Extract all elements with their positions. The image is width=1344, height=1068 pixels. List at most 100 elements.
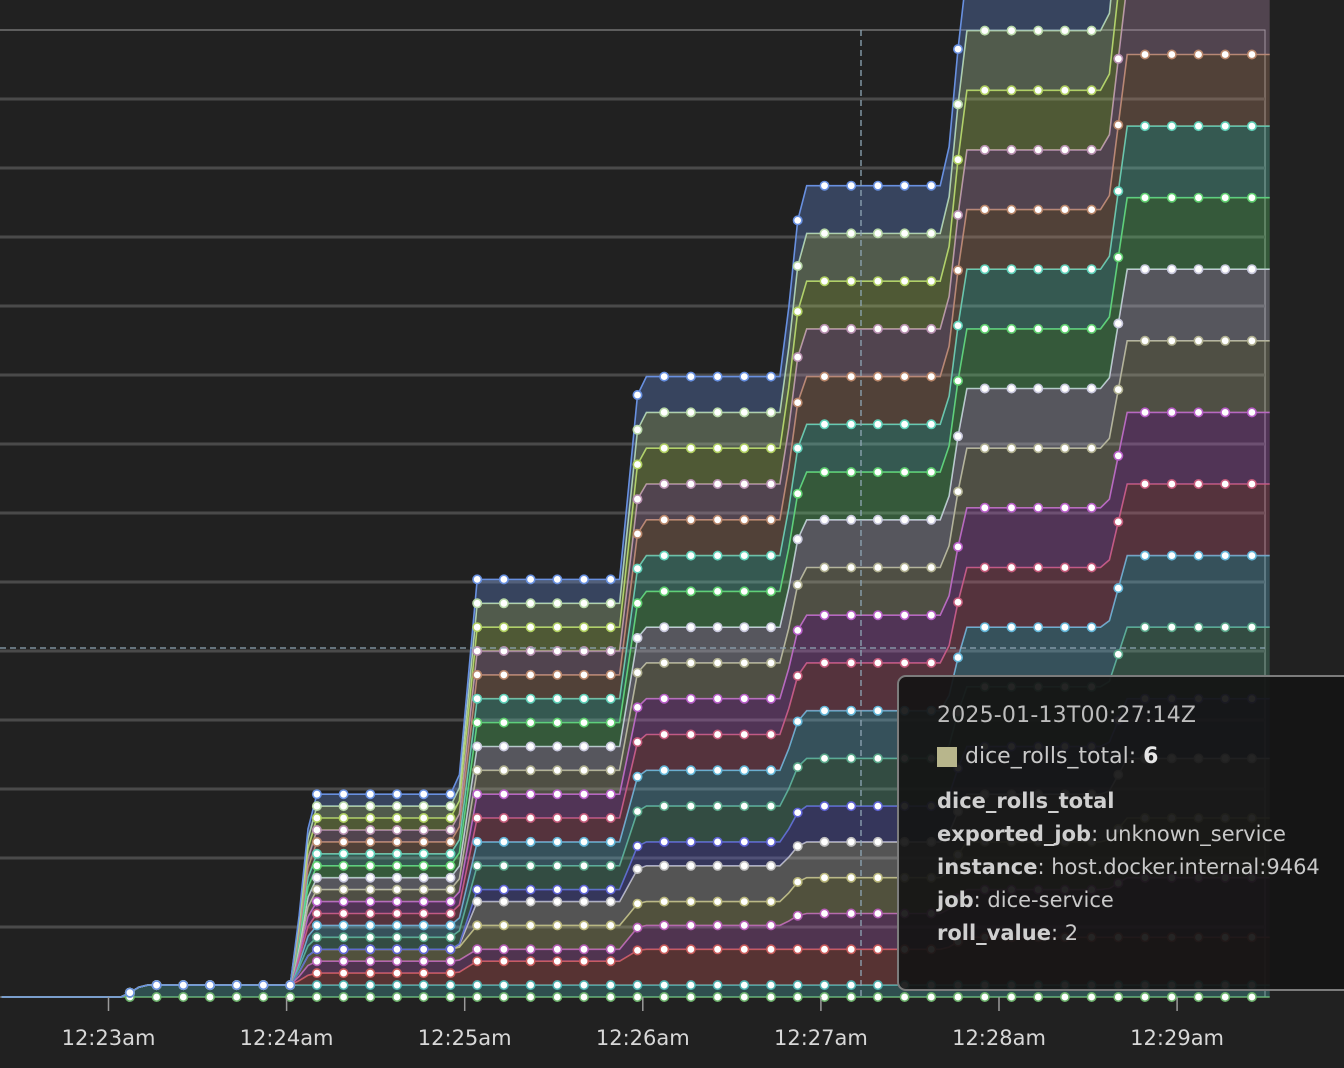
data-point [659,443,670,454]
data-point [525,980,536,991]
data-point [525,920,536,931]
tooltip-value: 6 [1143,744,1159,769]
data-point [365,836,376,847]
data-point [846,980,857,991]
data-point [498,693,509,704]
data-point [659,371,670,382]
data-point [899,610,910,621]
data-point [311,872,322,883]
data-point [712,657,723,668]
data-point [525,645,536,656]
data-point [1140,550,1151,561]
data-point [231,980,242,991]
series-area-11 [1,340,1270,997]
data-point [445,932,456,943]
data-point [712,407,723,418]
data-point [1033,502,1044,513]
x-tick-label: 12:24am [240,1026,334,1050]
data-point [1086,144,1097,155]
data-point [418,920,429,931]
data-point [1006,144,1017,155]
data-point [498,860,509,871]
data-point [365,944,376,955]
data-point [472,956,483,967]
data-point [552,789,563,800]
data-point [685,586,696,597]
data-point [552,944,563,955]
data-point [472,574,483,585]
data-point [819,419,830,430]
data-point [418,884,429,895]
data-point [819,657,830,668]
data-point [498,944,509,955]
data-point [552,920,563,931]
data-point [365,801,376,812]
data-point [525,789,536,800]
data-point [632,424,643,435]
data-point [1086,383,1097,394]
data-point [472,622,483,633]
data-point [1059,502,1070,513]
data-point [1220,991,1231,1002]
data-point [819,562,830,573]
data-point [899,419,910,430]
data-point [525,896,536,907]
data-point [525,598,536,609]
data-point [792,625,803,636]
data-point [338,860,349,871]
data-point [418,944,429,955]
data-point [712,860,723,871]
data-point [1059,204,1070,215]
data-point [846,419,857,430]
data-point [952,44,963,55]
data-point [1140,335,1151,346]
data-point [739,657,750,668]
data-point [712,693,723,704]
data-point [846,323,857,334]
data-point [765,980,776,991]
tooltip-metric-name: dice_rolls_total [937,789,1115,813]
data-point [525,991,536,1002]
data-point [846,657,857,668]
data-point [472,789,483,800]
data-point [739,693,750,704]
data-point [1220,407,1231,418]
data-point [472,836,483,847]
data-point [1033,562,1044,573]
data-point [659,586,670,597]
data-point [1059,991,1070,1002]
data-point [1193,550,1204,561]
series-area-8 [1,555,1270,997]
data-point [899,657,910,668]
data-point [872,514,883,525]
data-point [792,260,803,271]
x-tick-label: 12:25am [418,1026,512,1050]
data-point [765,801,776,812]
data-point [525,956,536,967]
data-point [632,528,643,539]
data-point [765,407,776,418]
data-point [819,276,830,287]
data-point [872,228,883,239]
data-point [365,920,376,931]
data-point [846,276,857,287]
data-point [712,586,723,597]
data-point [1113,252,1124,263]
data-point [899,467,910,478]
data-point [926,228,937,239]
data-point [338,896,349,907]
data-point [765,550,776,561]
data-point [712,920,723,931]
data-point [552,765,563,776]
data-point [979,502,990,513]
data-point [1113,186,1124,197]
data-point [1059,144,1070,155]
data-point [685,550,696,561]
data-point [712,980,723,991]
data-point [659,980,670,991]
data-point [525,836,536,847]
data-point [685,836,696,847]
data-point [819,801,830,812]
data-point [712,896,723,907]
